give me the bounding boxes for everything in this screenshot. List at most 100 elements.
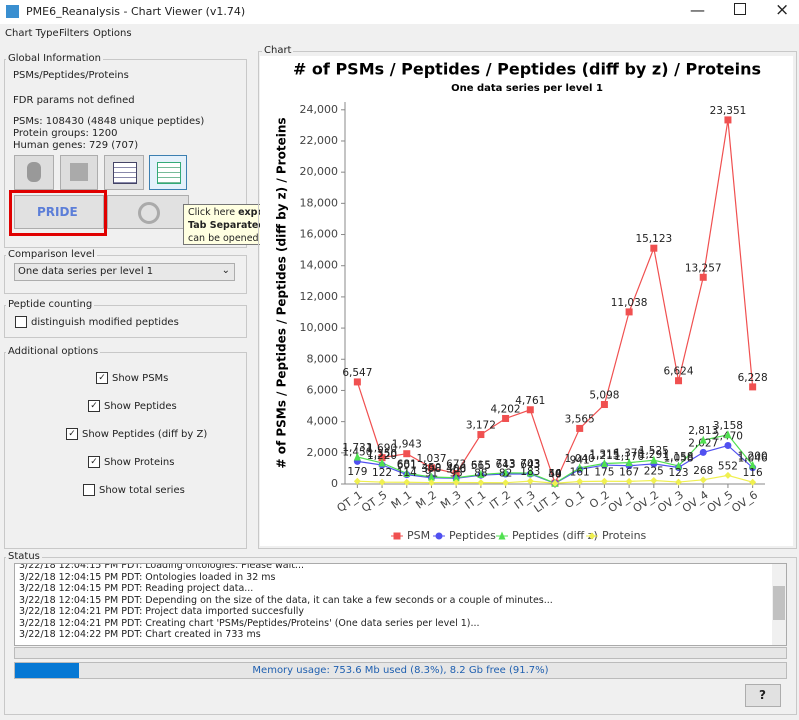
- checkbox[interactable]: ✓: [96, 372, 108, 384]
- checkbox-row[interactable]: ✓ Show PSMs: [96, 372, 168, 384]
- data-label: 400: [446, 463, 466, 475]
- data-label: 681: [397, 458, 417, 470]
- x-tick-label: O_1: [562, 488, 587, 511]
- data-label: 4,761: [515, 395, 545, 407]
- legend-label: Proteins: [602, 529, 647, 542]
- data-label: 6,624: [663, 366, 693, 378]
- data-label: 1,315: [589, 448, 619, 460]
- point: [588, 532, 596, 540]
- scrollbar[interactable]: [772, 564, 786, 645]
- checkbox-row[interactable]: ✓ Show Peptides: [88, 400, 177, 412]
- data-label: 91: [425, 468, 438, 480]
- checkbox[interactable]: [15, 316, 27, 328]
- data-label: 552: [718, 460, 738, 472]
- data-label: 703: [520, 458, 540, 470]
- close[interactable]: ×: [775, 0, 790, 20]
- data-label: 183: [520, 466, 540, 478]
- legend-label: Peptides (diff z): [512, 529, 598, 542]
- icon-button[interactable]: [104, 155, 144, 190]
- y-tick-label: 20,000: [300, 165, 339, 178]
- dropdown[interactable]: One data series per level 1 ⌄: [14, 263, 235, 281]
- data-label: 601: [397, 460, 417, 472]
- tooltip-text: can be opened by Excel.: [188, 233, 305, 244]
- checkbox[interactable]: ✓: [88, 400, 100, 412]
- log-line: 3/22/18 12:04:15 PM PDT: Depending on th…: [19, 594, 553, 606]
- x-tick-label: M_1: [389, 488, 414, 511]
- pride-button[interactable]: PRIDE: [14, 195, 104, 229]
- data-label: 122: [372, 467, 392, 479]
- point: [576, 424, 584, 432]
- data-label: 643: [520, 459, 540, 471]
- export-tsv-button[interactable]: [149, 155, 187, 190]
- log-line: 3/22/18 12:04:21 PM PDT: Creating chart …: [19, 617, 480, 629]
- point: [378, 454, 386, 462]
- x-tick-label: IT_1: [462, 488, 488, 512]
- y-tick-label: 14,000: [300, 259, 339, 272]
- menu-item[interactable]: Chart Type: [5, 28, 59, 39]
- chart: # of PSMs / Peptides / Peptides (diff by…: [260, 56, 793, 546]
- data-label: 15,123: [635, 233, 672, 245]
- tooltip-text: Click here: [188, 207, 239, 218]
- checkbox-row[interactable]: ✓ Show Peptides (diff by Z): [66, 428, 207, 440]
- x-tick-label: M_2: [413, 488, 438, 511]
- point: [403, 450, 411, 458]
- point: [675, 478, 683, 486]
- point: [675, 377, 683, 385]
- data-label: 3,158: [713, 420, 743, 432]
- x-tick-label: OV_3: [655, 488, 686, 515]
- help-button[interactable]: ?: [745, 684, 781, 707]
- data-label: 5,098: [589, 390, 619, 402]
- data-label: 88: [474, 468, 487, 480]
- minimize[interactable]: —: [690, 1, 705, 19]
- title-bar: PME6_Reanalysis - Chart Viewer (v1.74) —…: [0, 0, 799, 24]
- y-axis-label: # of PSMs / Peptides / Peptides (diff by…: [275, 117, 289, 468]
- point: [551, 479, 559, 487]
- point: [435, 532, 443, 540]
- data-label: 54: [548, 468, 562, 480]
- button-label: ?: [759, 688, 766, 702]
- point: [724, 430, 732, 439]
- data-label: 6,228: [738, 372, 768, 384]
- info-line: Protein groups: 1200: [13, 128, 118, 139]
- checkbox-row[interactable]: distinguish modified peptides: [15, 316, 179, 328]
- point: [699, 448, 707, 456]
- icon-button[interactable]: [60, 155, 98, 190]
- data-label: 4,202: [491, 403, 521, 415]
- group-title: Comparison level: [6, 249, 97, 260]
- point: [526, 406, 534, 414]
- y-tick-label: 4,000: [307, 415, 339, 428]
- checkbox-label: distinguish modified peptides: [31, 317, 179, 328]
- checkbox-row[interactable]: ✓ Show Proteins: [88, 456, 174, 468]
- data-label: 1,731: [342, 442, 372, 454]
- data-label: 1,450: [342, 446, 372, 458]
- data-label: 1,046: [738, 453, 768, 465]
- data-label: 1,215: [589, 450, 619, 462]
- menu-item[interactable]: Filters: [59, 28, 89, 39]
- data-label: 1,170: [614, 451, 644, 463]
- checkbox[interactable]: ✓: [66, 428, 78, 440]
- checkbox[interactable]: [83, 484, 95, 496]
- y-tick-label: 16,000: [300, 228, 339, 241]
- y-tick-label: 22,000: [300, 134, 339, 147]
- point: [427, 472, 435, 481]
- point: [403, 478, 411, 486]
- point: [600, 477, 608, 485]
- checkbox-row[interactable]: Show total series: [83, 484, 185, 496]
- point: [502, 468, 510, 477]
- point: [699, 273, 707, 281]
- point: [353, 452, 361, 461]
- data-label: 1,943: [392, 439, 422, 451]
- data-label: 116: [743, 467, 763, 479]
- maximize[interactable]: [734, 3, 746, 15]
- data-label: 673: [446, 459, 466, 471]
- menu-item[interactable]: Options: [93, 28, 132, 39]
- data-label: 1,037: [416, 453, 446, 465]
- x-tick-label: OV_4: [680, 488, 711, 515]
- icon-button[interactable]: [14, 155, 54, 190]
- disabled-button[interactable]: [107, 195, 189, 229]
- point: [650, 244, 658, 252]
- checkbox[interactable]: ✓: [88, 456, 100, 468]
- y-tick-label: 12,000: [300, 290, 339, 303]
- log-line: 3/22/18 12:04:15 PM PDT: Loading ontolog…: [19, 563, 304, 571]
- data-label: 615: [471, 459, 491, 471]
